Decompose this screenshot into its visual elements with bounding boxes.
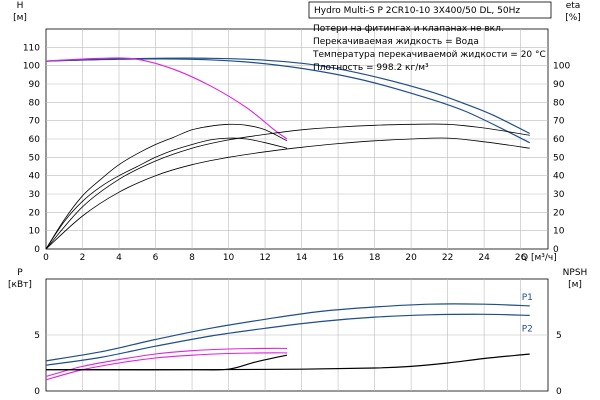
npsh-axis-label: NPSH [563, 268, 588, 278]
y-tick-label: 50 [29, 153, 41, 163]
y-tick-label: 10 [29, 227, 41, 237]
eta-curve-line [45, 137, 530, 250]
x-tick-label: 0 [43, 253, 49, 263]
info-line: Температура перекачиваемой жидкости = 20… [312, 50, 546, 60]
eta-tick-label: 40 [553, 172, 565, 182]
info-line: Перекачиваемая жидкость = Вода [313, 37, 479, 47]
y-tick-label: 90 [29, 80, 41, 90]
x-tick-label: 18 [369, 253, 381, 263]
x-tick-label: 10 [223, 253, 235, 263]
eta-tick-label: 60 [553, 135, 565, 145]
head-axis-label: H [17, 1, 24, 11]
y-tick-label: 40 [29, 172, 41, 182]
y-tick-label: 0 [34, 245, 40, 255]
series-label: P2 [522, 324, 533, 334]
x-tick-label: 4 [116, 253, 122, 263]
power-tick-label: 5 [34, 331, 40, 341]
info-title: Hydro Multi-S P 2CR10-10 3X400/50 DL, 50… [314, 6, 520, 16]
eta-tick-label: 80 [553, 98, 565, 108]
system-curve-line [45, 347, 288, 377]
y-tick-label: 30 [29, 190, 41, 200]
x-tick-label: 6 [153, 253, 159, 263]
eta-tick-label: 100 [553, 62, 570, 72]
npsh-tick-label: 5 [556, 331, 562, 341]
y-tick-label: 70 [29, 117, 41, 127]
power-axis-label: P [17, 268, 23, 278]
head-axis-unit: [м] [13, 13, 27, 23]
x-tick-label: 2 [80, 253, 86, 263]
eta-tick-label: 50 [553, 153, 565, 163]
eta-tick-label: 0 [553, 245, 559, 255]
info-box-background [308, 1, 552, 19]
top-curves [45, 57, 530, 250]
series-label: P1 [522, 293, 533, 303]
bottom-curves: P1 P2 [45, 293, 533, 381]
pump-curve-line [45, 313, 530, 366]
x-tick-label: 14 [296, 253, 308, 263]
info-line: Плотность = 998.2 кг/м³ [313, 63, 429, 73]
x-tick-label: 8 [189, 253, 195, 263]
power-axis-unit: [кВт] [8, 280, 32, 290]
info-box: Hydro Multi-S P 2CR10-10 3X400/50 DL, 50… [308, 1, 552, 73]
eta-tick-label: 30 [553, 190, 565, 200]
eta-curve-line [45, 123, 530, 250]
pump-curve-line [45, 303, 530, 362]
y-tick-label: 100 [23, 62, 40, 72]
axes-labels: 0 2 4 6 8 10 12 14 16 18 20 22 24 2601020304050607080… [8, 1, 587, 397]
x-tick-label: 26 [515, 253, 527, 263]
eta-axis-label: eta [566, 1, 581, 11]
npsh-curve-line [45, 353, 530, 371]
eta-curve-line [45, 137, 288, 250]
system-curve-line [45, 352, 288, 381]
flow-axis-label: Q [м³/ч] [521, 253, 557, 263]
eta-axis-unit: [%] [565, 13, 581, 23]
eta-curve-line [45, 123, 288, 250]
system-curve-line [45, 57, 288, 140]
power-tick-label: 0 [34, 387, 40, 397]
info-line: Потери на фитингах и клапанах не вкл. [313, 24, 504, 34]
y-tick-label: 60 [29, 135, 41, 145]
npsh-axis-unit: [м] [568, 280, 582, 290]
x-tick-label: 16 [332, 253, 344, 263]
y-tick-label: 110 [23, 43, 40, 53]
eta-tick-label: 70 [553, 117, 565, 127]
npsh-tick-label: 0 [556, 387, 562, 397]
x-tick-label: 20 [405, 253, 417, 263]
eta-tick-label: 10 [553, 227, 565, 237]
top-grid [45, 28, 549, 250]
eta-tick-label: 20 [553, 208, 565, 218]
pump-curve-line [45, 57, 530, 135]
bottom-grid [45, 278, 549, 392]
x-tick-label: 12 [259, 253, 270, 263]
x-tick-label: 22 [442, 253, 453, 263]
x-tick-label: 24 [478, 253, 490, 263]
eta-tick-label: 90 [553, 80, 565, 90]
y-tick-label: 80 [29, 98, 41, 108]
y-tick-label: 20 [29, 208, 41, 218]
